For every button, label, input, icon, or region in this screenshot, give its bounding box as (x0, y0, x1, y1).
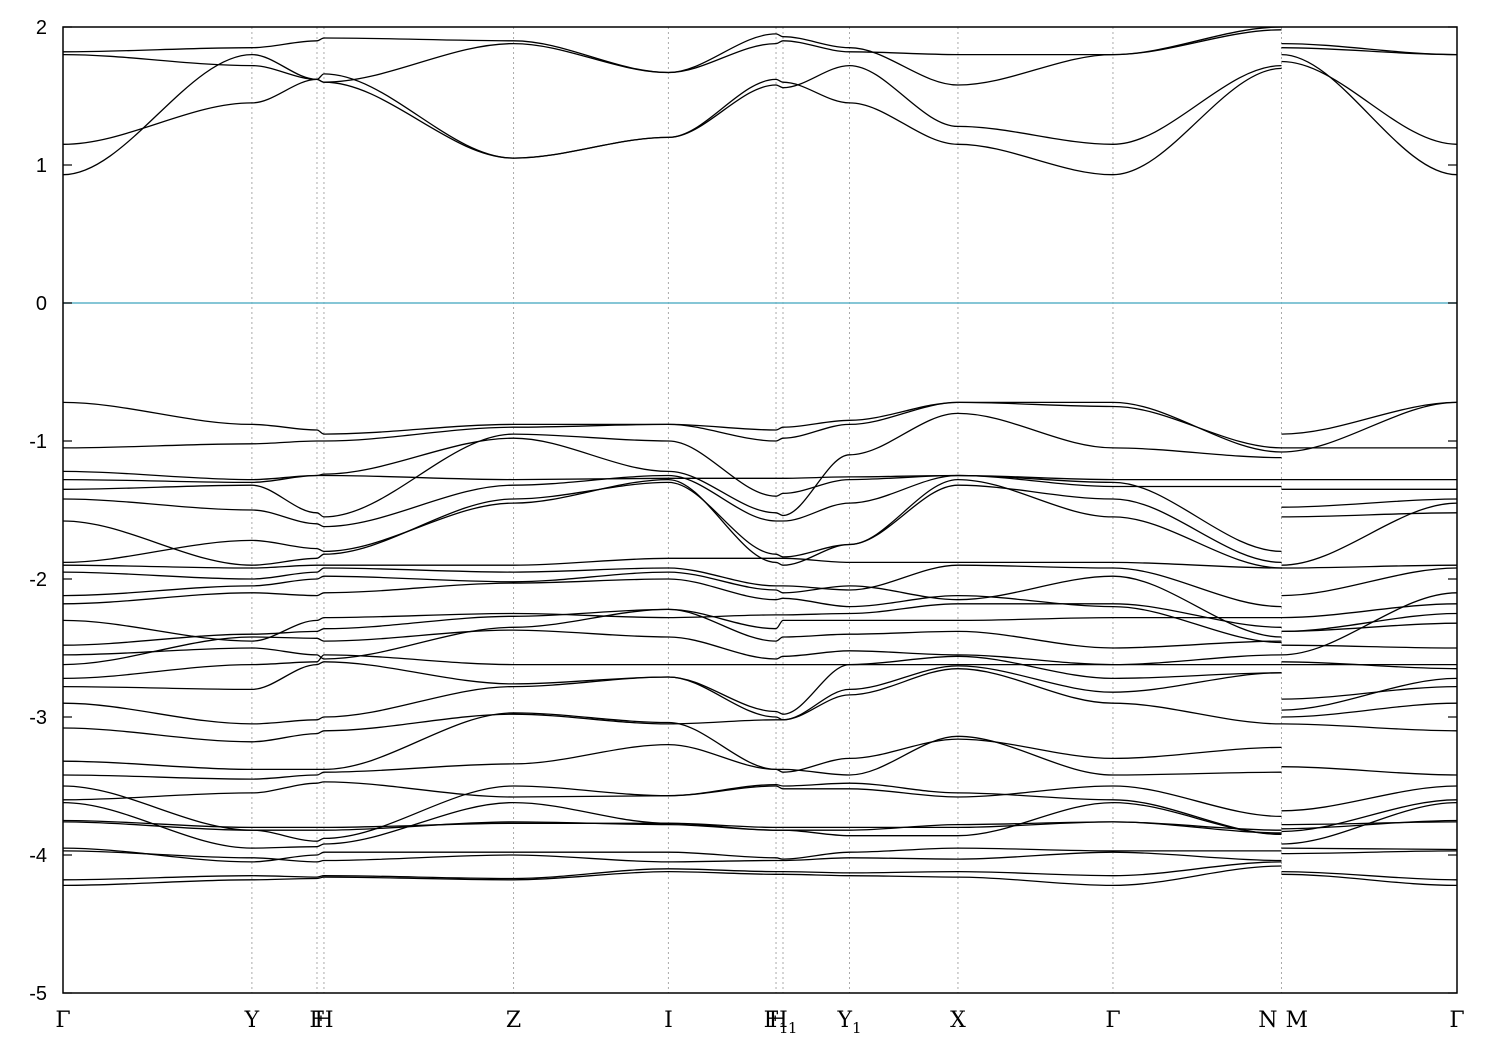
y-tick-label: 1 (36, 155, 47, 177)
band-line (63, 578, 1457, 644)
kpoint-label: H1 (769, 1008, 798, 1037)
kpoint-label: Y1 (836, 1008, 861, 1037)
band-line (63, 665, 1457, 725)
band-line (63, 481, 1457, 566)
band-line (63, 861, 1457, 881)
band-line (63, 557, 1457, 569)
band-line (63, 412, 1457, 517)
band-line (63, 401, 1457, 453)
band-line (63, 801, 1457, 849)
band-line (63, 655, 1457, 715)
y-tick-label: -5 (29, 983, 47, 1005)
band-line (63, 433, 1457, 518)
band-line (63, 564, 1457, 608)
kpoint-label: Γ (55, 1008, 70, 1033)
kpoint-subscript: 1 (779, 1019, 789, 1037)
band-line (63, 608, 1457, 660)
kpoint-label: F (309, 1008, 324, 1033)
kpoint-label: Y (244, 1008, 260, 1033)
y-tick-label: -2 (29, 569, 47, 591)
band-line (63, 850, 1457, 863)
plot-frame (62, 26, 1458, 994)
kpoint-subscript: 1 (788, 1019, 798, 1037)
bands-group (63, 27, 1457, 887)
band-line (63, 668, 1457, 743)
band-line (63, 474, 1457, 553)
kpoint-label: M (1285, 1008, 1308, 1033)
band-line (63, 782, 1457, 842)
y-tick-label: 2 (36, 17, 47, 39)
band-line (63, 735, 1457, 780)
kpoint-label: Γ (1105, 1008, 1120, 1033)
band-line (63, 819, 1457, 834)
y-tick-label: -3 (29, 707, 47, 729)
kpoint-label: Z (506, 1008, 521, 1033)
band-line (63, 571, 1457, 656)
band-line (63, 712, 1457, 773)
kpoint-label: Γ (1449, 1008, 1464, 1033)
kpoint-label: X (950, 1008, 966, 1033)
kpoint-label: N (1258, 1008, 1277, 1033)
y-tick-label: 0 (36, 293, 47, 315)
y-tick-label: -1 (29, 431, 47, 453)
band-line (63, 781, 1457, 833)
band-line (63, 629, 1457, 670)
band-line (63, 603, 1457, 642)
kpoint-subscript: 1 (852, 1019, 862, 1037)
kpoint-label: H (314, 1008, 333, 1033)
band-line (63, 53, 1457, 176)
kpoint-label: I (664, 1008, 673, 1033)
band-line (63, 478, 1457, 569)
band-line (63, 60, 1457, 159)
band-line (63, 865, 1457, 887)
band-line (63, 847, 1457, 863)
y-tick-label: -4 (29, 845, 47, 867)
band-line (63, 27, 1457, 86)
band-line (63, 821, 1457, 831)
